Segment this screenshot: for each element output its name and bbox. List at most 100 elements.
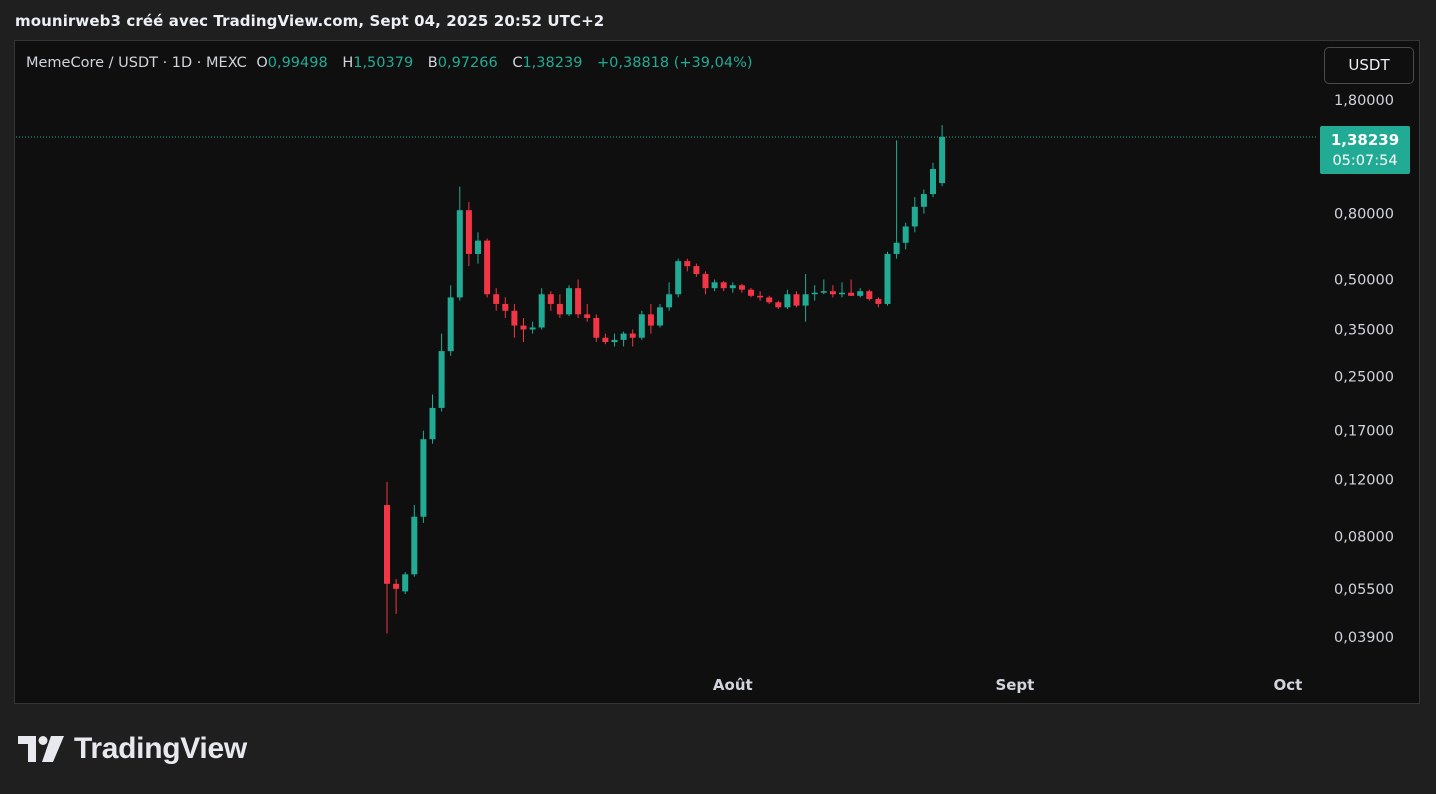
candle[interactable] bbox=[475, 232, 481, 264]
candle-body bbox=[757, 295, 764, 298]
candle-body bbox=[620, 333, 627, 340]
candle-body bbox=[465, 210, 472, 254]
candle[interactable] bbox=[666, 282, 673, 311]
candle[interactable] bbox=[729, 282, 736, 293]
candle[interactable] bbox=[456, 186, 463, 301]
candles bbox=[384, 125, 946, 634]
candle[interactable] bbox=[620, 331, 627, 347]
candle-body bbox=[748, 289, 754, 296]
candle[interactable] bbox=[784, 289, 791, 310]
candle[interactable] bbox=[429, 394, 436, 444]
candle-body bbox=[411, 516, 418, 575]
candle[interactable] bbox=[402, 572, 409, 595]
candle-body bbox=[939, 136, 946, 184]
candle[interactable] bbox=[556, 294, 563, 318]
candle[interactable] bbox=[911, 197, 918, 233]
currency-button[interactable]: USDT bbox=[1324, 47, 1414, 84]
candle[interactable] bbox=[638, 310, 645, 340]
candle[interactable] bbox=[566, 285, 572, 317]
candle[interactable] bbox=[857, 288, 864, 298]
candle[interactable] bbox=[793, 291, 800, 308]
candle[interactable] bbox=[657, 303, 663, 328]
candle[interactable] bbox=[547, 291, 554, 311]
candle[interactable] bbox=[884, 251, 891, 306]
candle-body bbox=[456, 210, 463, 298]
symbol-title[interactable]: MemeCore / USDT · 1D · MEXC bbox=[26, 55, 247, 71]
candle[interactable] bbox=[748, 288, 754, 298]
candle[interactable] bbox=[902, 222, 909, 250]
candle[interactable] bbox=[720, 280, 727, 292]
candle[interactable] bbox=[438, 333, 445, 412]
candle[interactable] bbox=[811, 285, 818, 301]
high-label: H bbox=[342, 55, 354, 71]
candle[interactable] bbox=[711, 279, 718, 292]
open-label: O bbox=[256, 55, 268, 71]
candle-body bbox=[675, 261, 682, 295]
price-axis: 1,80000 0,80000 0,50000 0,35000 0,25000 0,170… bbox=[1334, 93, 1394, 646]
candle-body bbox=[820, 291, 827, 293]
candle[interactable] bbox=[702, 271, 709, 295]
candle-body bbox=[502, 303, 509, 311]
candle[interactable] bbox=[848, 279, 855, 296]
candle[interactable] bbox=[447, 285, 454, 356]
candle-body bbox=[584, 314, 591, 318]
y-tick-label: 0,50000 bbox=[1334, 273, 1394, 289]
candle-body bbox=[920, 194, 927, 207]
candle[interactable] bbox=[484, 238, 491, 298]
candle[interactable] bbox=[839, 282, 845, 298]
candle-body bbox=[393, 583, 400, 589]
open-value: 0,99498 bbox=[267, 55, 328, 71]
tradingview-logo[interactable]: TradingView bbox=[18, 732, 247, 766]
candle-body bbox=[729, 285, 736, 289]
candle[interactable] bbox=[629, 329, 636, 347]
candle[interactable] bbox=[465, 201, 472, 267]
candle[interactable] bbox=[493, 288, 500, 311]
candle[interactable] bbox=[820, 279, 827, 295]
chart-header: mounirweb3 créé avec TradingView.com, Se… bbox=[15, 12, 605, 30]
candle-body bbox=[784, 294, 791, 308]
candle-body bbox=[420, 439, 427, 517]
candle[interactable] bbox=[529, 321, 536, 334]
candle[interactable] bbox=[647, 303, 654, 334]
candle[interactable] bbox=[611, 333, 618, 347]
candle[interactable] bbox=[384, 481, 390, 634]
candle[interactable] bbox=[538, 288, 545, 330]
candle[interactable] bbox=[875, 297, 882, 308]
candle[interactable] bbox=[684, 258, 691, 272]
candle-body bbox=[693, 266, 700, 275]
candle[interactable] bbox=[738, 283, 745, 293]
candle-body bbox=[893, 242, 900, 254]
candle[interactable] bbox=[757, 291, 764, 301]
candle[interactable] bbox=[420, 430, 427, 523]
chart-frame[interactable] bbox=[14, 40, 1420, 704]
candle[interactable] bbox=[575, 279, 582, 318]
candle[interactable] bbox=[893, 140, 900, 259]
candle[interactable] bbox=[693, 263, 700, 277]
candle[interactable] bbox=[675, 258, 682, 298]
candle[interactable] bbox=[411, 505, 418, 577]
candle[interactable] bbox=[766, 295, 773, 304]
candle[interactable] bbox=[602, 333, 609, 345]
candle[interactable] bbox=[829, 285, 836, 298]
candle[interactable] bbox=[775, 300, 782, 310]
candle-body bbox=[857, 291, 864, 296]
candle[interactable] bbox=[393, 578, 400, 614]
candle[interactable] bbox=[939, 125, 946, 187]
candle[interactable] bbox=[920, 189, 927, 214]
candle[interactable] bbox=[520, 317, 527, 343]
candle[interactable] bbox=[802, 274, 809, 322]
candle[interactable] bbox=[502, 297, 509, 318]
candle[interactable] bbox=[584, 303, 591, 322]
candle-body bbox=[602, 337, 609, 343]
low-label: B bbox=[427, 55, 438, 71]
candle[interactable] bbox=[930, 162, 936, 198]
y-tick-label: 0,12000 bbox=[1334, 472, 1394, 488]
candle-body bbox=[556, 303, 563, 315]
candle[interactable] bbox=[593, 314, 600, 343]
candle[interactable] bbox=[866, 289, 873, 301]
ohlc-legend: MemeCore / USDT · 1D · MEXC O0,99498 H1,… bbox=[26, 55, 753, 71]
y-tick-label: 0,80000 bbox=[1334, 207, 1394, 223]
candle[interactable] bbox=[511, 303, 518, 338]
high-value: 1,50379 bbox=[353, 55, 414, 71]
